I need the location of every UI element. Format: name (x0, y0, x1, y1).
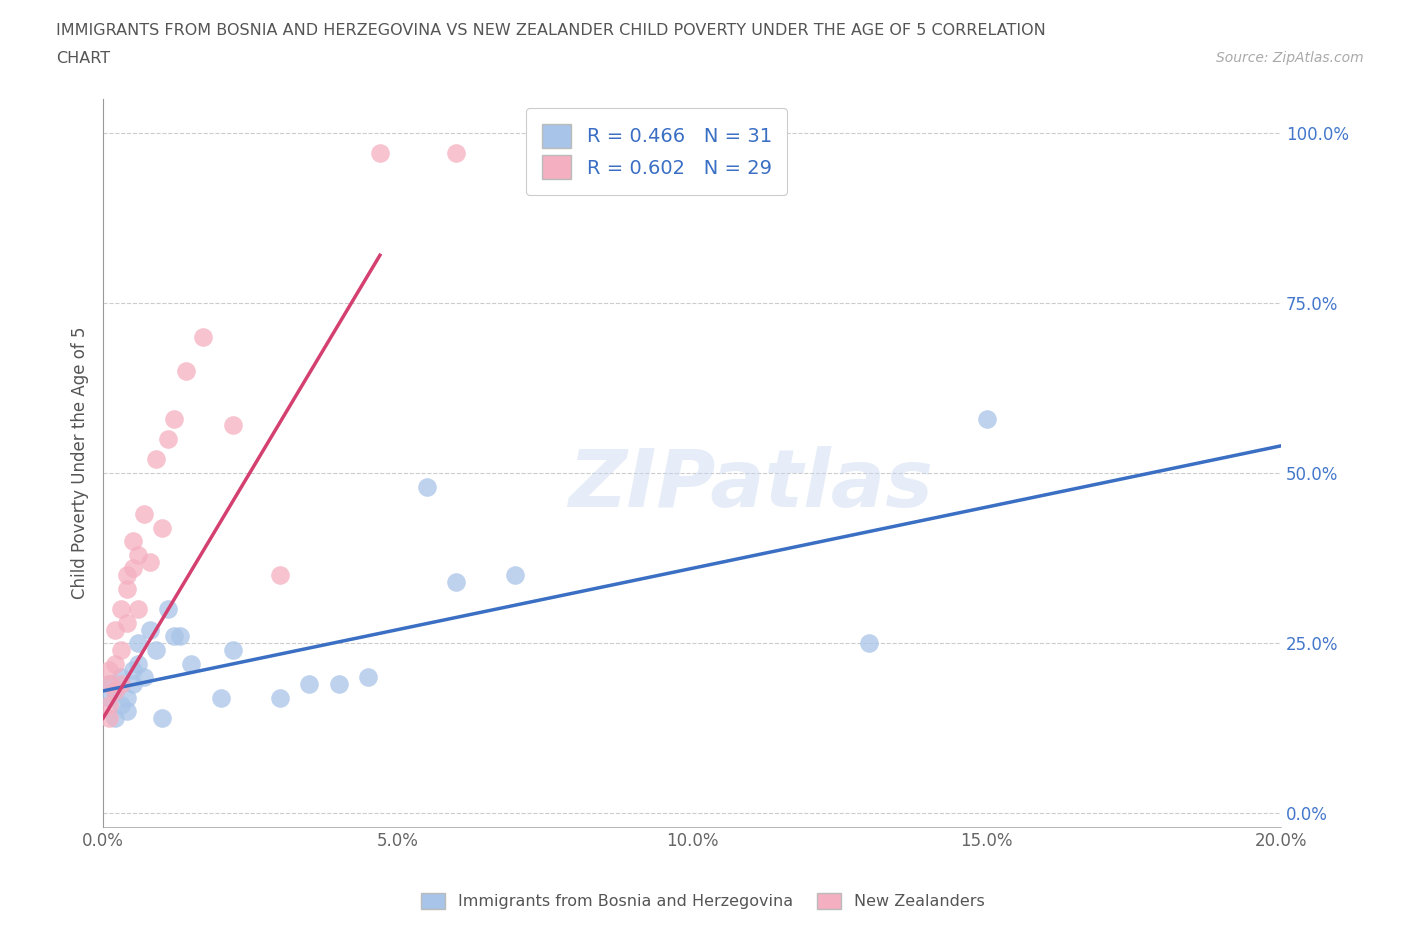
Point (134, 507, 156, 522)
Point (156, 602, 179, 617)
Point (134, 670, 156, 684)
Point (104, 711, 127, 725)
Point (127, 602, 149, 617)
Point (98, 711, 121, 725)
Point (139, 622, 162, 637)
Point (145, 452, 167, 467)
Point (98, 677, 121, 692)
Text: Source: ZipAtlas.com: Source: ZipAtlas.com (1216, 51, 1364, 65)
Point (121, 663, 143, 678)
Point (115, 567, 138, 582)
Point (858, 636, 880, 651)
Point (209, 690, 232, 705)
Point (328, 677, 350, 692)
Point (98, 677, 121, 692)
Point (174, 364, 197, 379)
Point (115, 704, 138, 719)
Point (104, 684, 127, 698)
Text: CHART: CHART (56, 51, 110, 66)
Point (163, 411, 186, 426)
Legend: R = 0.466   N = 31, R = 0.602   N = 29: R = 0.466 N = 31, R = 0.602 N = 29 (526, 109, 787, 194)
Point (127, 657, 149, 671)
Point (127, 636, 149, 651)
Point (110, 677, 132, 692)
Point (269, 567, 291, 582)
Point (169, 629, 191, 644)
Point (416, 479, 439, 494)
Point (110, 643, 132, 658)
Point (357, 670, 380, 684)
Legend: Immigrants from Bosnia and Herzegovina, New Zealanders: Immigrants from Bosnia and Herzegovina, … (413, 884, 993, 917)
Point (163, 629, 186, 644)
Point (110, 670, 132, 684)
Text: ZIPatlas: ZIPatlas (568, 445, 934, 524)
Point (127, 548, 149, 563)
Point (446, 575, 468, 590)
Point (115, 690, 138, 705)
Point (104, 657, 127, 671)
Point (121, 677, 143, 692)
Point (368, 146, 391, 161)
Point (98, 690, 121, 705)
Point (104, 622, 127, 637)
Point (298, 677, 321, 692)
Y-axis label: Child Poverty Under the Age of 5: Child Poverty Under the Age of 5 (72, 326, 89, 599)
Point (115, 616, 138, 631)
Point (446, 146, 468, 161)
Point (221, 418, 243, 432)
Point (156, 432, 179, 446)
Point (104, 684, 127, 698)
Point (193, 329, 215, 344)
Point (110, 698, 132, 712)
Point (98, 663, 121, 678)
Point (505, 567, 527, 582)
Point (110, 602, 132, 617)
Point (115, 581, 138, 596)
Point (221, 643, 243, 658)
Point (139, 554, 162, 569)
Point (180, 657, 202, 671)
Point (150, 711, 173, 725)
Point (269, 690, 291, 705)
Point (150, 520, 173, 535)
Point (98, 698, 121, 712)
Point (145, 643, 167, 658)
Point (121, 534, 143, 549)
Point (121, 561, 143, 576)
Text: IMMIGRANTS FROM BOSNIA AND HERZEGOVINA VS NEW ZEALANDER CHILD POVERTY UNDER THE : IMMIGRANTS FROM BOSNIA AND HERZEGOVINA V… (56, 23, 1046, 38)
Point (976, 411, 998, 426)
